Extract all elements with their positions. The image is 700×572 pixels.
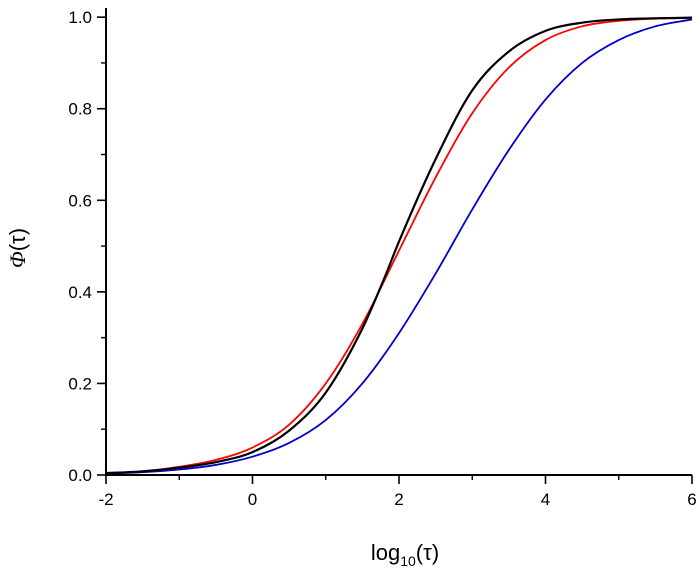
y-tick-label: 0.4 — [68, 283, 92, 302]
x-tick-label: 6 — [687, 490, 696, 509]
y-tick-label: 0.0 — [68, 466, 92, 485]
series-line-2 — [105, 16, 693, 475]
y-tick-label: 0.8 — [68, 100, 92, 119]
series-line-1 — [105, 16, 693, 475]
y-axis-title-suffix: (τ) — [5, 228, 30, 251]
x-axis-title-subscript: 10 — [400, 553, 416, 569]
x-axis-title-prefix: log — [371, 540, 400, 565]
tick-labels: -2 0 2 4 6 0.0 0.2 0.4 0.6 0.8 1.0 — [68, 8, 696, 509]
series-line-3 — [105, 18, 693, 475]
x-tick-label: 0 — [248, 490, 257, 509]
x-axis-title-suffix: (τ) — [416, 540, 439, 565]
series-lines — [105, 16, 693, 475]
y-tick-label: 0.2 — [68, 374, 92, 393]
x-axis-title: log10(τ) — [371, 540, 439, 569]
x-tick-label: 2 — [394, 490, 403, 509]
x-tick-label: 4 — [541, 490, 550, 509]
x-tick-label: -2 — [98, 490, 113, 509]
y-tick-label: 1.0 — [68, 8, 92, 27]
y-tick-label: 0.6 — [68, 191, 92, 210]
y-axis-title: Φ(τ) — [5, 228, 30, 268]
y-axis-title-symbol: Φ — [5, 251, 30, 268]
ticks — [97, 16, 693, 484]
